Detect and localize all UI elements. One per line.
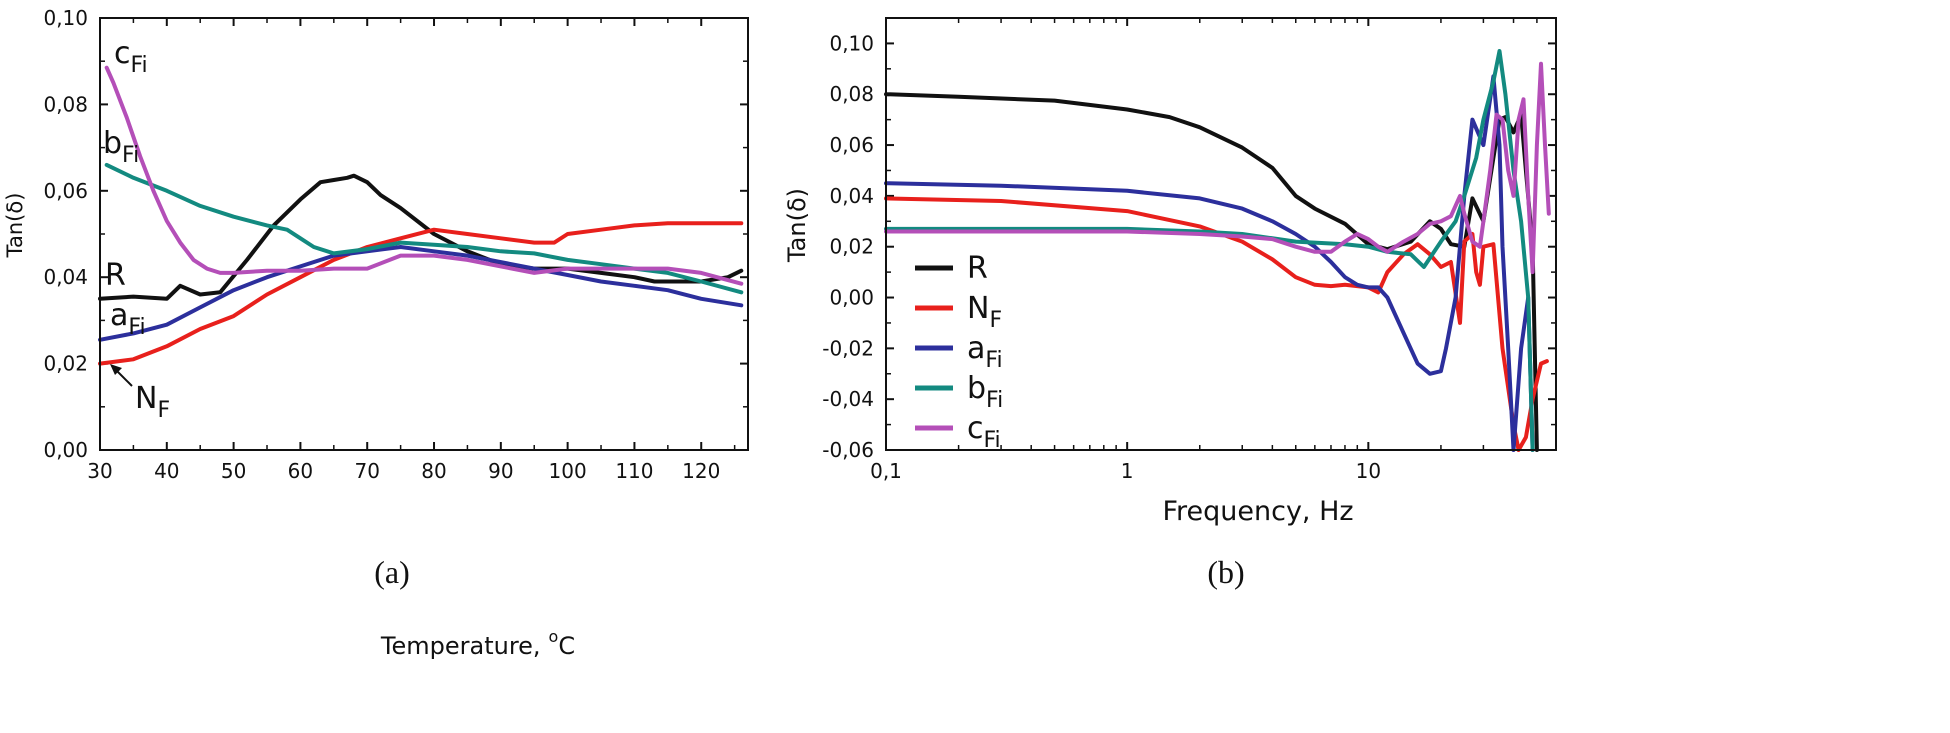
panel-a-x-tick-label: 110: [615, 459, 653, 483]
panel-a-annotation-r: R: [105, 258, 126, 293]
panel-a-axes: [99, 17, 749, 451]
ann-r-base: R: [105, 258, 126, 293]
ann-cfi-sub: Fi: [131, 53, 148, 78]
panel-a-series-line-bfi: [104, 162, 744, 295]
panel-b-y-tick-label: 0,04: [829, 184, 874, 208]
panel-a-x-tick-label: 100: [549, 459, 587, 483]
panel-a-annotation-afi: aFi: [110, 298, 146, 340]
panel-a-x-tick-label: 80: [421, 459, 446, 483]
legend-label-r: R: [967, 251, 988, 286]
ann-bfi-base: b: [103, 126, 122, 161]
panel-a-y-tick-label: 0,08: [43, 92, 88, 116]
legend-label-bfi: bFi: [967, 371, 1003, 413]
legend-label-base: N: [967, 291, 989, 326]
panel-a-series-lines: [98, 65, 744, 366]
panel-a-series-line-nf: [98, 221, 744, 366]
panel-a-annotation-bfi: bFi: [103, 126, 139, 168]
panel-a-plot-frame: [99, 17, 749, 451]
panel-a-y-tick-label: 0,00: [43, 438, 88, 462]
panel-a-y-axis-title: Tan(δ): [3, 193, 27, 259]
legend-label-sub: F: [989, 308, 1002, 333]
panel-b-tick-labels: 0,1 1 10 -0,06 -0,04 -0,02 0,00 0,02 0,04 0,06 0,0…: [822, 31, 1381, 483]
panel-a-x-tick-label: 50: [221, 459, 246, 483]
legend-label-base: R: [967, 251, 988, 286]
panel-b-y-tick-label: -0,02: [822, 336, 874, 360]
panel-a-caption: (a): [374, 554, 410, 590]
panel-a-y-tick-label: 0,04: [43, 265, 88, 289]
panel-a-series-line-afi: [98, 245, 744, 342]
panel-b-x-tick-label: 10: [1356, 459, 1381, 483]
panel-a-annotation-nf: NF: [135, 381, 170, 423]
panel-a-x-tick-label: 90: [488, 459, 513, 483]
panel-a-series-line-r: [98, 173, 744, 301]
panel-a-x-tick-label: 40: [154, 459, 179, 483]
ann-afi-sub: Fi: [128, 315, 145, 340]
chart-panel-b: 0,1 1 10 -0,06 -0,04 -0,02 0,00 0,02 0,04 0,06 0,0…: [783, 17, 1557, 590]
panel-b-y-tick-label: -0,04: [822, 387, 874, 411]
ann-cfi-base: c: [114, 36, 131, 71]
panel-b-series-line-cfi: [884, 61, 1551, 275]
panel-a-tick-labels: 30 40 50 60 70 80 90 100 110 120 0,00 0,02 0,04 0,06 0…: [43, 6, 720, 483]
panel-b-series-lines: [884, 49, 1551, 452]
legend-label-sub: Fi: [986, 388, 1003, 413]
panel-a-annotation-cfi: cFi: [114, 36, 148, 78]
ann-nf-base: N: [135, 381, 157, 416]
legend-label-afi: aFi: [967, 331, 1003, 373]
panel-b-caption: (b): [1207, 554, 1244, 590]
panel-b-axes: [885, 17, 1557, 451]
panel-a-x-tick-label: 70: [354, 459, 379, 483]
panel-b-y-tick-label: -0,06: [822, 438, 874, 462]
panel-b-y-axis-title: Tan(δ): [783, 188, 811, 263]
panel-b-series-line-bfi: [884, 49, 1535, 452]
legend-label-cfi: cFi: [967, 411, 1001, 453]
panel-b-series-line-afi: [884, 74, 1535, 452]
panel-a-x-axis-unit: C: [558, 632, 575, 660]
panel-b-x-tick-label: 1: [1121, 459, 1134, 483]
ann-nf-sub: F: [157, 398, 170, 423]
ann-bfi-sub: Fi: [122, 143, 139, 168]
panel-b-x-tick-label: 0,1: [870, 459, 902, 483]
panel-a-x-tick-label: 120: [682, 459, 720, 483]
legend-label-base: a: [967, 331, 985, 366]
panel-a-y-tick-label: 0,10: [43, 6, 88, 30]
legend-label-sub: Fi: [985, 348, 1002, 373]
panel-b-y-tick-label: 0,02: [829, 235, 874, 259]
panel-b-plot-frame: [885, 17, 1557, 451]
panel-a-nf-pointer-arrowhead: [110, 364, 122, 375]
panel-b-x-axis-title: Frequency, Hz: [1162, 496, 1353, 527]
panel-b-y-tick-label: 0,08: [829, 82, 874, 106]
panel-a-x-tick-label: 30: [87, 459, 112, 483]
panel-a-x-axis-title-text: Temperature,: [380, 632, 541, 660]
panel-b-y-tick-label: 0,00: [829, 286, 874, 310]
panel-a-y-tick-label: 0,06: [43, 179, 88, 203]
panel-a-series-line-cfi: [104, 65, 744, 286]
legend-label-base: b: [967, 371, 986, 406]
panel-a-x-axis-unit-sup: o: [549, 627, 559, 646]
panel-a-y-tick-label: 0,02: [43, 352, 88, 376]
panel-a-x-axis-title: Temperature, oC: [380, 627, 575, 660]
panel-b-y-tick-label: 0,10: [829, 31, 874, 55]
legend-label-sub: Fi: [984, 428, 1001, 453]
ann-afi-base: a: [110, 298, 128, 333]
legend-label-base: c: [967, 411, 984, 446]
panel-b-y-tick-label: 0,06: [829, 133, 874, 157]
chart-panel-a: 30 40 50 60 70 80 90 100 110 120 0,00 0,02 0,04 0,06 0…: [3, 6, 749, 660]
legend-label-nf: NF: [967, 291, 1002, 333]
panel-a-x-tick-label: 60: [288, 459, 313, 483]
